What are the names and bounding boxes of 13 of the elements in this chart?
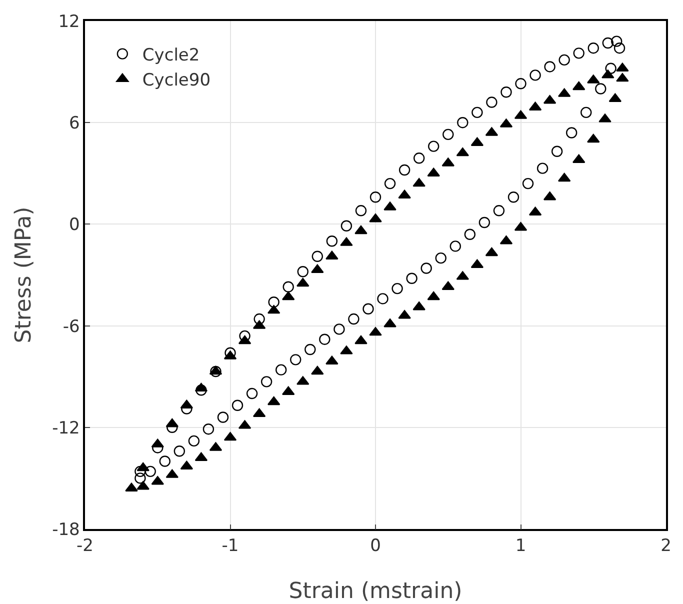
y-tick-label: 12 [58, 12, 80, 32]
y-tick-label: 0 [69, 215, 80, 236]
x-tick-label: 1 [515, 536, 526, 556]
y-tick-label: -12 [52, 418, 80, 438]
legend-label: Cycle90 [142, 70, 211, 91]
x-tick-label: 2 [660, 536, 672, 556]
x-tick-label: 0 [370, 536, 381, 556]
x-axis-title: Strain (mstrain) [288, 579, 462, 604]
y-axis-title: Stress (MPa) [12, 206, 36, 344]
y-tick-label: -6 [62, 316, 80, 337]
x-tick-label: -1 [222, 536, 239, 556]
y-tick-label: 6 [69, 114, 80, 134]
legend-label: Cycle2 [142, 45, 200, 66]
